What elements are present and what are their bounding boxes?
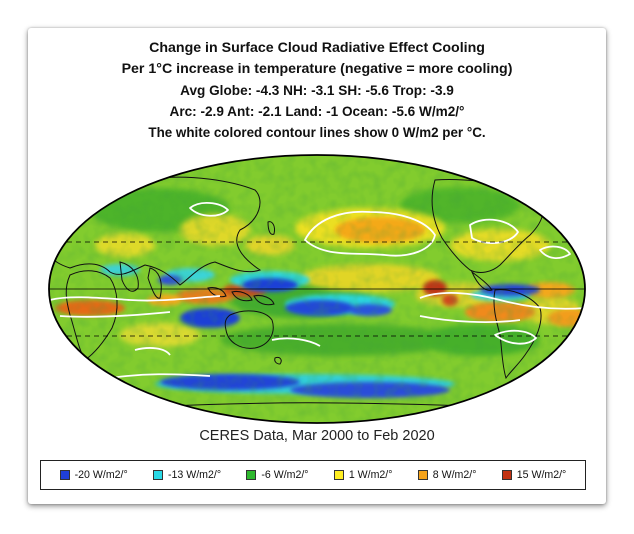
legend-label: -20 W/m2/° (74, 469, 128, 481)
stats-line-2: Arc: -2.9 Ant: -2.1 Land: -1 Ocean: -5.6… (169, 104, 465, 119)
legend-item: -13 W/m2/° (152, 469, 222, 481)
figure-card: Change in Surface Cloud Radiative Effect… (28, 28, 606, 504)
legend-swatch (152, 470, 163, 480)
legend-label: -6 W/m2/° (261, 469, 309, 481)
contour-note: The white colored contour lines show 0 W… (148, 125, 486, 140)
legend-item: 1 W/m2/° (333, 469, 393, 481)
stats-line-1: Avg Globe: -4.3 NH: -3.1 SH: -5.6 Trop: … (180, 83, 454, 98)
legend-item: -20 W/m2/° (59, 469, 128, 481)
legend-swatch (246, 470, 257, 480)
chart-subtitle: Per 1°C increase in temperature (negativ… (121, 61, 513, 77)
legend-item: -6 W/m2/° (246, 469, 309, 481)
color-legend: -20 W/m2/° -13 W/m2/° -6 W/m2/° 1 W/m2/°… (40, 460, 586, 490)
zero-contours (49, 202, 585, 381)
legend-swatch (417, 470, 428, 480)
globe-outline (48, 154, 586, 424)
map-field (49, 155, 585, 423)
legend-item: 8 W/m2/° (417, 469, 477, 481)
legend-swatch (501, 470, 512, 480)
legend-label: -13 W/m2/° (167, 469, 222, 481)
world-map (48, 154, 586, 424)
legend-swatch (333, 470, 344, 480)
chart-title: Change in Surface Cloud Radiative Effect… (149, 40, 485, 56)
latitude-lines (49, 241, 585, 337)
legend-label: 1 W/m2/° (348, 469, 393, 481)
legend-label: 8 W/m2/° (432, 469, 477, 481)
title-block: Change in Surface Cloud Radiative Effect… (28, 38, 606, 143)
legend-label: 15 W/m2/° (516, 469, 567, 481)
data-source: CERES Data, Mar 2000 to Feb 2020 (199, 428, 435, 444)
legend-item: 15 W/m2/° (501, 469, 567, 481)
legend-swatch (59, 470, 70, 480)
